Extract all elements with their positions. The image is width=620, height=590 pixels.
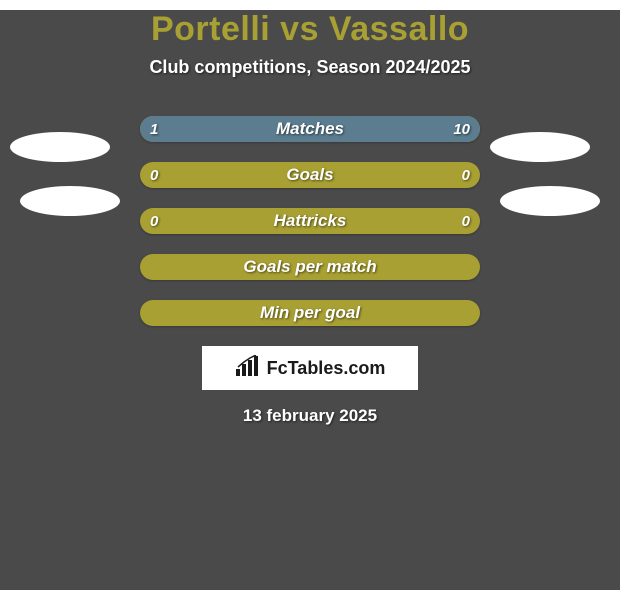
stat-label: Matches	[140, 116, 480, 142]
page-subtitle: Club competitions, Season 2024/2025	[0, 57, 620, 78]
logo-text: FcTables.com	[267, 358, 386, 379]
stat-row-goals-per-match: Goals per match	[140, 254, 480, 280]
stat-label: Goals per match	[140, 254, 480, 280]
stat-row-goals: 0 Goals 0	[140, 162, 480, 188]
stat-label: Min per goal	[140, 300, 480, 326]
stat-row-min-per-goal: Min per goal	[140, 300, 480, 326]
stat-right-value: 0	[462, 162, 470, 188]
chart-bars-icon	[235, 355, 261, 382]
stat-right-value: 0	[462, 208, 470, 234]
stat-label: Goals	[140, 162, 480, 188]
player-marker-left-1	[10, 132, 110, 162]
stat-label: Hattricks	[140, 208, 480, 234]
player-marker-left-2	[20, 186, 120, 216]
comparison-card: Portelli vs Vassallo Club competitions, …	[0, 10, 620, 590]
date-text: 13 february 2025	[0, 406, 620, 426]
stats-bars: 1 Matches 10 0 Goals 0 0 Hattricks 0 Goa…	[140, 116, 480, 326]
player-marker-right-2	[500, 186, 600, 216]
stat-right-value: 10	[453, 116, 470, 142]
stat-row-matches: 1 Matches 10	[140, 116, 480, 142]
stat-row-hattricks: 0 Hattricks 0	[140, 208, 480, 234]
fctables-logo[interactable]: FcTables.com	[202, 346, 418, 390]
page-title: Portelli vs Vassallo	[0, 10, 620, 49]
player-marker-right-1	[490, 132, 590, 162]
